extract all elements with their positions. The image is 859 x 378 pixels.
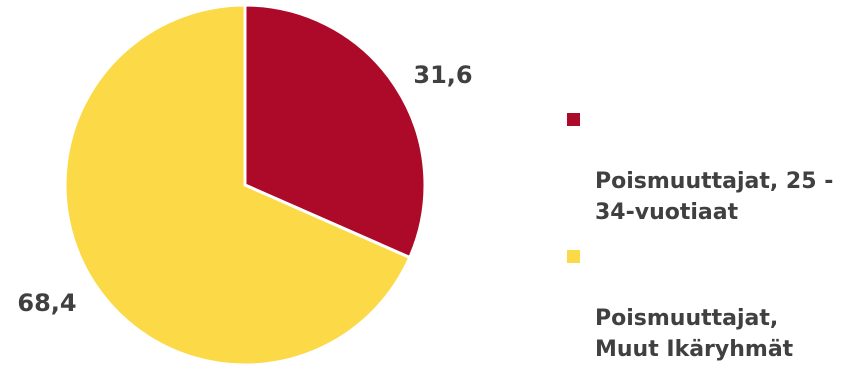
legend: Poismuuttajat, 25 - 34-vuotiaat Poismuut… bbox=[567, 104, 857, 378]
pie-slice-2 bbox=[63, 3, 412, 366]
data-label-slice-1: 31,6 bbox=[413, 61, 472, 89]
pie-slices bbox=[63, 3, 427, 366]
legend-label-slice-1: Poismuuttajat, 25 - 34-vuotiaat bbox=[595, 169, 834, 225]
legend-item-slice-1: Poismuuttajat, 25 - 34-vuotiaat bbox=[567, 104, 857, 228]
legend-swatch-slice-1 bbox=[567, 113, 580, 126]
pie-slice-1 bbox=[243, 3, 427, 260]
legend-swatch-slice-2 bbox=[567, 250, 580, 263]
legend-item-slice-2: Poismuuttajat, Muut Ikäryhmät bbox=[567, 241, 857, 365]
pie-chart: 31,6 68,4 bbox=[17, 3, 473, 366]
legend-label-slice-2: Poismuuttajat, Muut Ikäryhmät bbox=[595, 306, 794, 362]
data-label-slice-2: 68,4 bbox=[17, 289, 76, 317]
